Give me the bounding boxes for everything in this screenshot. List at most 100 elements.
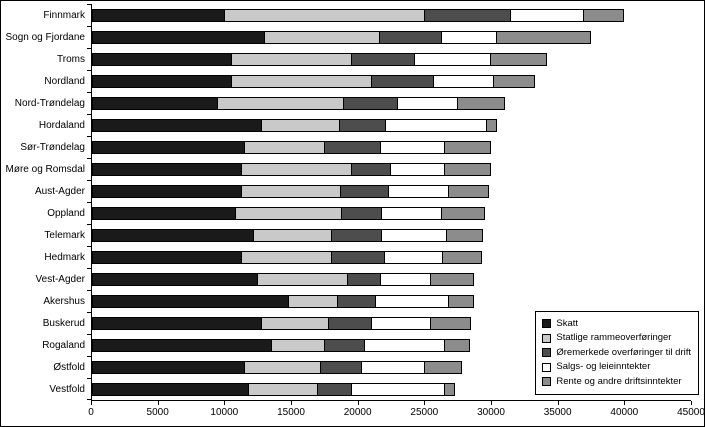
bar-segment-skatt bbox=[92, 338, 272, 352]
y-axis-tick bbox=[87, 4, 92, 5]
stacked-bar bbox=[92, 228, 691, 242]
legend-item-salgs-og-leieinntekter: Salgs- og leieinntekter bbox=[542, 360, 691, 375]
bar-segment-remerkede-overf-ringer-til-drift bbox=[339, 118, 387, 132]
legend-swatch bbox=[542, 362, 552, 372]
stacked-bar bbox=[92, 294, 691, 308]
bar-segment-statlige-rammeoverf-ringer bbox=[245, 360, 321, 374]
bar-segment-rente-og-andre-driftsinntekter bbox=[448, 294, 474, 308]
bar-segment-skatt bbox=[92, 74, 232, 88]
bar-segment-statlige-rammeoverf-ringer bbox=[242, 162, 352, 176]
bar-segment-salgs-og-leieinntekter bbox=[434, 74, 494, 88]
bar-segment-salgs-og-leieinntekter bbox=[380, 140, 445, 154]
bar-segment-statlige-rammeoverf-ringer bbox=[262, 118, 340, 132]
legend-item-skatt: Skatt bbox=[542, 317, 691, 332]
category-label: Finnmark bbox=[43, 9, 85, 21]
category-label: Rogaland bbox=[42, 339, 85, 351]
y-axis-tick bbox=[87, 224, 92, 225]
category-row-rogaland: Rogaland bbox=[42, 334, 691, 356]
bar-segment-rente-og-andre-driftsinntekter bbox=[458, 96, 505, 110]
x-axis-tick-label: 5000 bbox=[146, 407, 169, 418]
bar-segment-salgs-og-leieinntekter bbox=[380, 272, 432, 286]
stacked-bar bbox=[92, 140, 691, 154]
category-label: Østfold bbox=[53, 361, 85, 373]
y-axis-tick bbox=[87, 91, 92, 93]
bar-segment-statlige-rammeoverf-ringer bbox=[231, 52, 352, 66]
category-row-vestfold: Vestfold bbox=[49, 378, 691, 400]
legend-label: Skatt bbox=[556, 317, 579, 329]
category-label: Vestfold bbox=[49, 383, 85, 395]
bar-segment-skatt bbox=[92, 8, 226, 22]
x-axis-tick-marks bbox=[91, 401, 692, 406]
bar-segment-statlige-rammeoverf-ringer bbox=[249, 382, 319, 396]
bar-segment-remerkede-overf-ringer-til-drift bbox=[324, 338, 365, 352]
category-row-aust-agder: Aust-Agder bbox=[35, 180, 691, 202]
bar-segment-rente-og-andre-driftsinntekter bbox=[442, 206, 485, 220]
bar-segment-remerkede-overf-ringer-til-drift bbox=[331, 228, 383, 242]
bar-segment-remerkede-overf-ringer-til-drift bbox=[320, 360, 363, 374]
y-axis-tick bbox=[87, 158, 92, 159]
bar-segment-statlige-rammeoverf-ringer bbox=[218, 96, 344, 110]
bar-segment-statlige-rammeoverf-ringer bbox=[289, 294, 339, 308]
category-row-troms: Troms bbox=[57, 48, 691, 70]
bar-segment-statlige-rammeoverf-ringer bbox=[242, 184, 341, 198]
legend-label: Statlige rammeoverføringer bbox=[556, 332, 672, 343]
category-row-akershus: Akershus bbox=[43, 290, 691, 312]
legend-swatch bbox=[542, 348, 552, 358]
bar-segment-salgs-og-leieinntekter bbox=[351, 382, 445, 396]
x-axis-tick bbox=[291, 401, 292, 405]
y-axis-tick bbox=[87, 267, 92, 269]
bar-segment-skatt bbox=[92, 52, 232, 66]
bar-segment-statlige-rammeoverf-ringer bbox=[265, 30, 380, 44]
category-label: Hedmark bbox=[44, 251, 85, 263]
bar-segment-remerkede-overf-ringer-til-drift bbox=[371, 74, 435, 88]
bar-segment-salgs-og-leieinntekter bbox=[362, 360, 425, 374]
stacked-bar bbox=[92, 30, 691, 44]
stacked-bar bbox=[92, 360, 691, 374]
x-axis-tick-label: 20000 bbox=[343, 407, 372, 418]
bar-segment-skatt bbox=[92, 250, 243, 264]
category-label: Nord-Trøndelag bbox=[14, 97, 85, 109]
x-axis-labels: 0 5000 10000 15000 20000 25000 30000 35000 40000… bbox=[88, 407, 704, 423]
bar-segment-rente-og-andre-driftsinntekter bbox=[447, 228, 484, 242]
category-label: Buskerud bbox=[42, 317, 85, 329]
bar-segment-statlige-rammeoverf-ringer bbox=[254, 228, 332, 242]
bar-segment-remerkede-overf-ringer-til-drift bbox=[328, 316, 372, 330]
bar-segment-remerkede-overf-ringer-til-drift bbox=[340, 184, 389, 198]
bar-segment-remerkede-overf-ringer-til-drift bbox=[351, 52, 416, 66]
x-axis-tick-label: 25000 bbox=[410, 407, 439, 418]
bar-segment-skatt bbox=[92, 294, 289, 308]
x-axis-tick-label: 10000 bbox=[210, 407, 239, 418]
category-label: Nordland bbox=[44, 75, 85, 87]
plot-area: Finnmark Sogn og Fjordane Troms Nordland Nor… bbox=[5, 4, 691, 401]
stacked-bar bbox=[92, 8, 691, 22]
bar-segment-skatt bbox=[92, 118, 263, 132]
category-row-telemark: Telemark bbox=[44, 224, 691, 246]
stacked-bar bbox=[92, 338, 691, 352]
bar-segment-statlige-rammeoverf-ringer bbox=[258, 272, 348, 286]
x-axis-tick bbox=[557, 401, 559, 405]
x-axis-tick-label: 45000 bbox=[677, 407, 705, 418]
bar-segment-rente-og-andre-driftsinntekter bbox=[496, 30, 592, 44]
stacked-bar bbox=[92, 96, 691, 110]
bar-segment-salgs-og-leieinntekter bbox=[371, 316, 432, 330]
bar-segment-statlige-rammeoverf-ringer bbox=[262, 316, 329, 330]
y-axis-tick bbox=[87, 334, 92, 335]
stacked-bar bbox=[92, 272, 691, 286]
legend-swatch bbox=[542, 319, 552, 329]
y-axis-tick bbox=[87, 114, 92, 115]
bar-segment-rente-og-andre-driftsinntekter bbox=[487, 118, 497, 132]
legend: Skatt Statlige rammeoverføringer Øremerked… bbox=[535, 310, 699, 395]
bar-segment-rente-og-andre-driftsinntekter bbox=[493, 74, 536, 88]
bar-segment-remerkede-overf-ringer-til-drift bbox=[379, 30, 443, 44]
x-axis-tick-label: 15000 bbox=[277, 407, 305, 418]
bar-segment-statlige-rammeoverf-ringer bbox=[271, 338, 325, 352]
bar-segment-remerkede-overf-ringer-til-drift bbox=[331, 250, 385, 264]
bar-segment-rente-og-andre-driftsinntekter bbox=[444, 338, 470, 352]
x-axis-tick-label: 0 bbox=[88, 407, 94, 418]
bar-segment-salgs-og-leieinntekter bbox=[364, 338, 445, 352]
bar-segment-statlige-rammeoverf-ringer bbox=[245, 140, 325, 154]
x-axis-tick bbox=[491, 401, 492, 405]
y-axis-tick bbox=[87, 378, 92, 379]
bar-segment-skatt bbox=[92, 206, 236, 220]
legend-item-statlige-rammeoverf-ringer: Statlige rammeoverføringer bbox=[542, 331, 691, 346]
